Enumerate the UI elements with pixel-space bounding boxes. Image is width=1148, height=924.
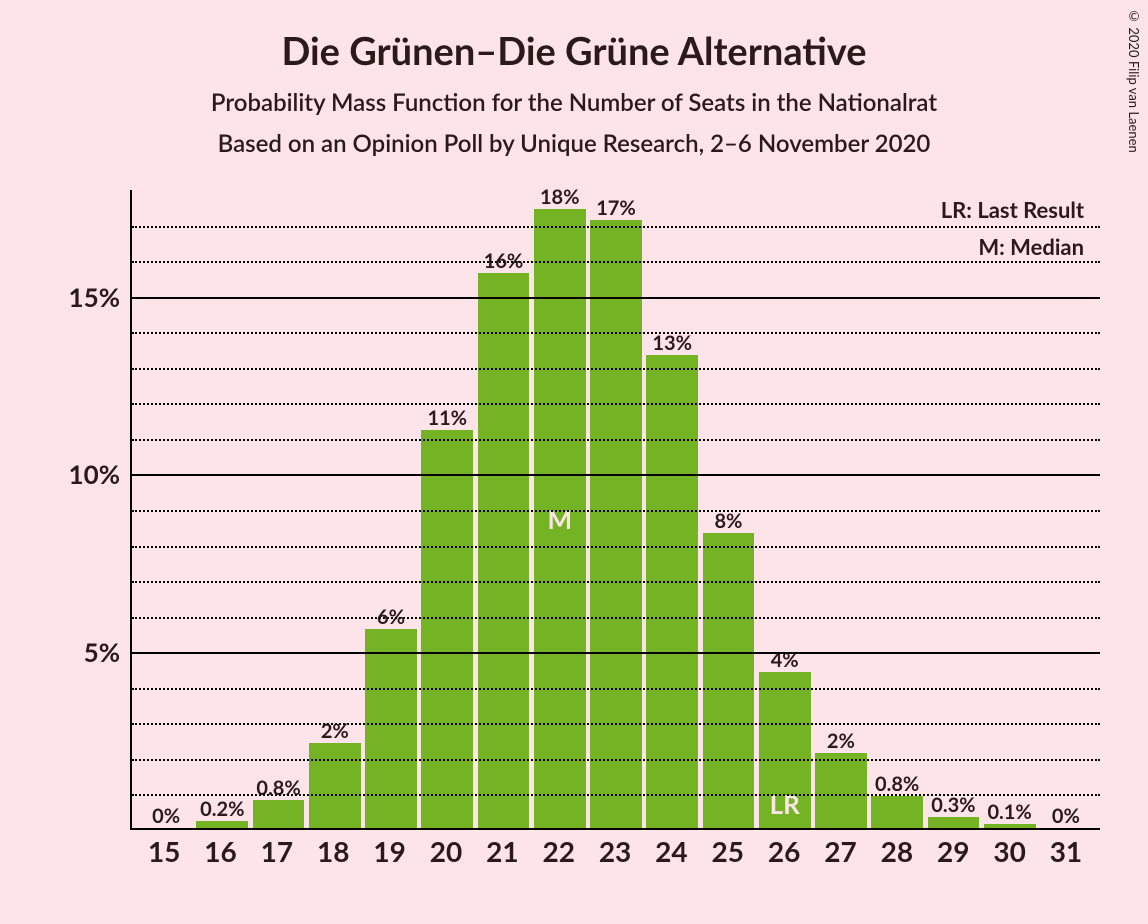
bar-value-label: 0% bbox=[1052, 804, 1080, 828]
bar-value-label: 2% bbox=[321, 719, 349, 743]
gridline-minor bbox=[132, 546, 1100, 548]
bar-inner-label: M bbox=[547, 503, 572, 535]
bar: 0.8% bbox=[253, 800, 305, 828]
bar-slot: 17% bbox=[588, 190, 644, 828]
bar: 8% bbox=[703, 533, 755, 828]
x-axis-ticks: 1516171819202122232425262728293031 bbox=[130, 834, 1100, 868]
copyright-text: © 2020 Filip van Laenen bbox=[1126, 8, 1142, 153]
bar-value-label: 0% bbox=[152, 804, 180, 828]
bar-inner-label: LR bbox=[770, 788, 800, 820]
bar-slot: 8% bbox=[700, 190, 756, 828]
bar: 13% bbox=[646, 355, 698, 828]
gridline-minor bbox=[132, 794, 1100, 796]
gridline-minor bbox=[132, 759, 1100, 761]
x-axis-tick: 27 bbox=[812, 834, 868, 868]
bar-value-label: 0.1% bbox=[987, 800, 1031, 824]
gridline-minor bbox=[132, 510, 1100, 512]
y-axis-tick: 5% bbox=[84, 636, 120, 668]
gridline-minor bbox=[132, 688, 1100, 690]
bar: 17% bbox=[590, 220, 642, 828]
gridline-major bbox=[132, 474, 1100, 476]
x-axis-tick: 24 bbox=[643, 834, 699, 868]
bar: 0.8% bbox=[871, 796, 923, 828]
bar-value-label: 17% bbox=[596, 196, 636, 220]
bar: 0.2% bbox=[196, 821, 248, 828]
bar-slot: 11% bbox=[419, 190, 475, 828]
bar: 6% bbox=[365, 629, 417, 828]
bar-value-label: 0.2% bbox=[200, 797, 244, 821]
gridline-minor bbox=[132, 368, 1100, 370]
x-axis-tick: 22 bbox=[531, 834, 587, 868]
bar-value-label: 18% bbox=[540, 185, 580, 209]
chart-title: Die Grünen–Die Grüne Alternative bbox=[0, 28, 1148, 74]
gridline-minor bbox=[132, 332, 1100, 334]
bar-slot: 0.8% bbox=[869, 190, 925, 828]
bar: 16% bbox=[478, 273, 530, 828]
x-axis-tick: 30 bbox=[981, 834, 1037, 868]
y-axis-tick: 10% bbox=[69, 458, 120, 490]
gridline-minor bbox=[132, 261, 1100, 263]
bar-slot: 0% bbox=[1038, 190, 1094, 828]
pmf-bar-chart: LR: Last Result M: Median 0%0.2%0.8%2%6%… bbox=[60, 190, 1120, 870]
bar-slot: 2% bbox=[307, 190, 363, 828]
bar-value-label: 0.8% bbox=[875, 772, 919, 796]
bar-value-label: 2% bbox=[827, 729, 855, 753]
bar-slot: 0.3% bbox=[925, 190, 981, 828]
bars-container: 0%0.2%0.8%2%6%11%16%18%M17%13%8%4%LR2%0.… bbox=[132, 190, 1100, 828]
x-axis-tick: 26 bbox=[756, 834, 812, 868]
bar-slot: 0% bbox=[138, 190, 194, 828]
x-axis-tick: 15 bbox=[136, 834, 192, 868]
gridline-minor bbox=[132, 403, 1100, 405]
gridline-minor bbox=[132, 226, 1100, 228]
bar: 11% bbox=[421, 430, 473, 828]
bar: 0.3% bbox=[928, 817, 980, 828]
chart-subtitle-2: Based on an Opinion Poll by Unique Resea… bbox=[0, 129, 1148, 158]
x-axis-tick: 25 bbox=[700, 834, 756, 868]
gridline-major bbox=[132, 297, 1100, 299]
bar-slot: 0.1% bbox=[982, 190, 1038, 828]
chart-subtitle-1: Probability Mass Function for the Number… bbox=[0, 88, 1148, 117]
bar-slot: 6% bbox=[363, 190, 419, 828]
x-axis-tick: 18 bbox=[305, 834, 361, 868]
bar: 2% bbox=[815, 753, 867, 828]
bar-slot: 13% bbox=[644, 190, 700, 828]
gridline-minor bbox=[132, 723, 1100, 725]
bar-slot: 18%M bbox=[532, 190, 588, 828]
bar-slot: 0.8% bbox=[250, 190, 306, 828]
x-axis-tick: 19 bbox=[361, 834, 417, 868]
bar-value-label: 0.3% bbox=[931, 793, 975, 817]
bar: 18%M bbox=[534, 209, 586, 828]
x-axis-tick: 31 bbox=[1038, 834, 1094, 868]
x-axis-tick: 29 bbox=[925, 834, 981, 868]
gridline-minor bbox=[132, 581, 1100, 583]
gridline-major bbox=[132, 652, 1100, 654]
bar-slot: 0.2% bbox=[194, 190, 250, 828]
bar-value-label: 13% bbox=[652, 331, 692, 355]
bar-slot: 2% bbox=[813, 190, 869, 828]
x-axis-tick: 28 bbox=[869, 834, 925, 868]
gridline-minor bbox=[132, 617, 1100, 619]
y-axis-tick: 15% bbox=[69, 281, 120, 313]
plot-area: LR: Last Result M: Median 0%0.2%0.8%2%6%… bbox=[130, 190, 1100, 830]
bar-slot: 4% LR bbox=[757, 190, 813, 828]
x-axis-tick: 21 bbox=[474, 834, 530, 868]
chart-titles: Die Grünen–Die Grüne Alternative Probabi… bbox=[0, 0, 1148, 158]
bar: 2% bbox=[309, 743, 361, 828]
x-axis-tick: 23 bbox=[587, 834, 643, 868]
bar: 0.1% bbox=[984, 824, 1036, 828]
x-axis-tick: 16 bbox=[192, 834, 248, 868]
gridline-minor bbox=[132, 439, 1100, 441]
bar-value-label: 4% bbox=[771, 648, 799, 672]
x-axis-tick: 20 bbox=[418, 834, 474, 868]
x-axis-tick: 17 bbox=[249, 834, 305, 868]
bar: 4%LR bbox=[759, 672, 811, 828]
bar-slot: 16% bbox=[475, 190, 531, 828]
bar-value-label: 8% bbox=[714, 509, 742, 533]
bar-value-label: 11% bbox=[427, 406, 467, 430]
